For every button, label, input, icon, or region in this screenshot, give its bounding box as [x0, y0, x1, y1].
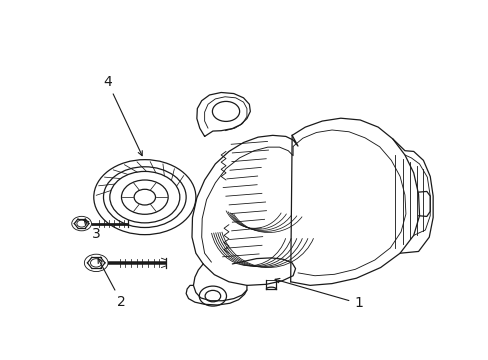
Text: 2: 2: [98, 258, 125, 309]
Text: 4: 4: [103, 75, 142, 156]
Text: 3: 3: [84, 220, 101, 241]
Text: 1: 1: [275, 278, 363, 310]
